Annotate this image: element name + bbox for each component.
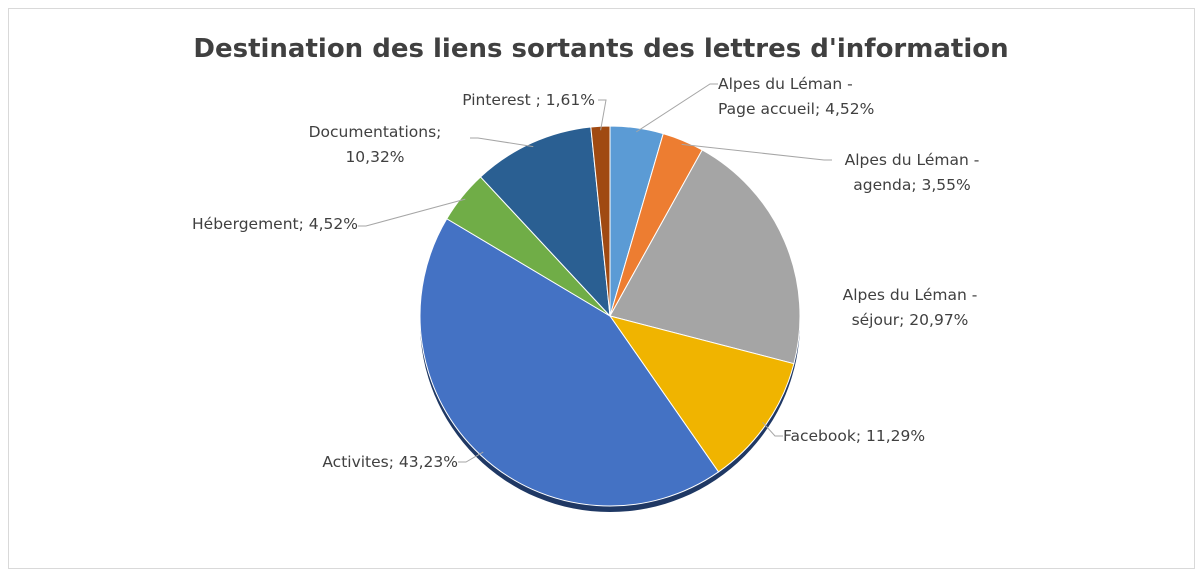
pie-slice <box>609 149 801 365</box>
leader-line <box>358 198 466 227</box>
data-label: Alpes du Léman - séjour; 20,97% <box>842 286 978 329</box>
leader-line <box>681 143 832 161</box>
pie-slice <box>419 218 720 507</box>
pie-slice <box>608 315 795 473</box>
leader-line <box>598 99 607 131</box>
leader-line <box>470 137 534 148</box>
data-label: Pinterest ; 1,61% <box>462 91 595 109</box>
pie-slice <box>590 125 611 317</box>
data-label: Activites; 43,23% <box>322 453 458 471</box>
data-label: Documentations; 10,32% <box>308 123 442 166</box>
data-label: Alpes du Léman - Page accueil; 4,52% <box>718 75 875 118</box>
data-label: Alpes du Léman - agenda; 3,55% <box>844 151 980 194</box>
leader-line <box>762 421 783 437</box>
data-label: Hébergement; 4,52% <box>192 215 358 233</box>
leader-line <box>636 83 718 133</box>
pie-slice <box>479 126 611 318</box>
chart-title: Destination des liens sortants des lettr… <box>193 34 1009 64</box>
leader-line <box>458 451 484 463</box>
data-label: Facebook; 11,29% <box>783 427 926 445</box>
